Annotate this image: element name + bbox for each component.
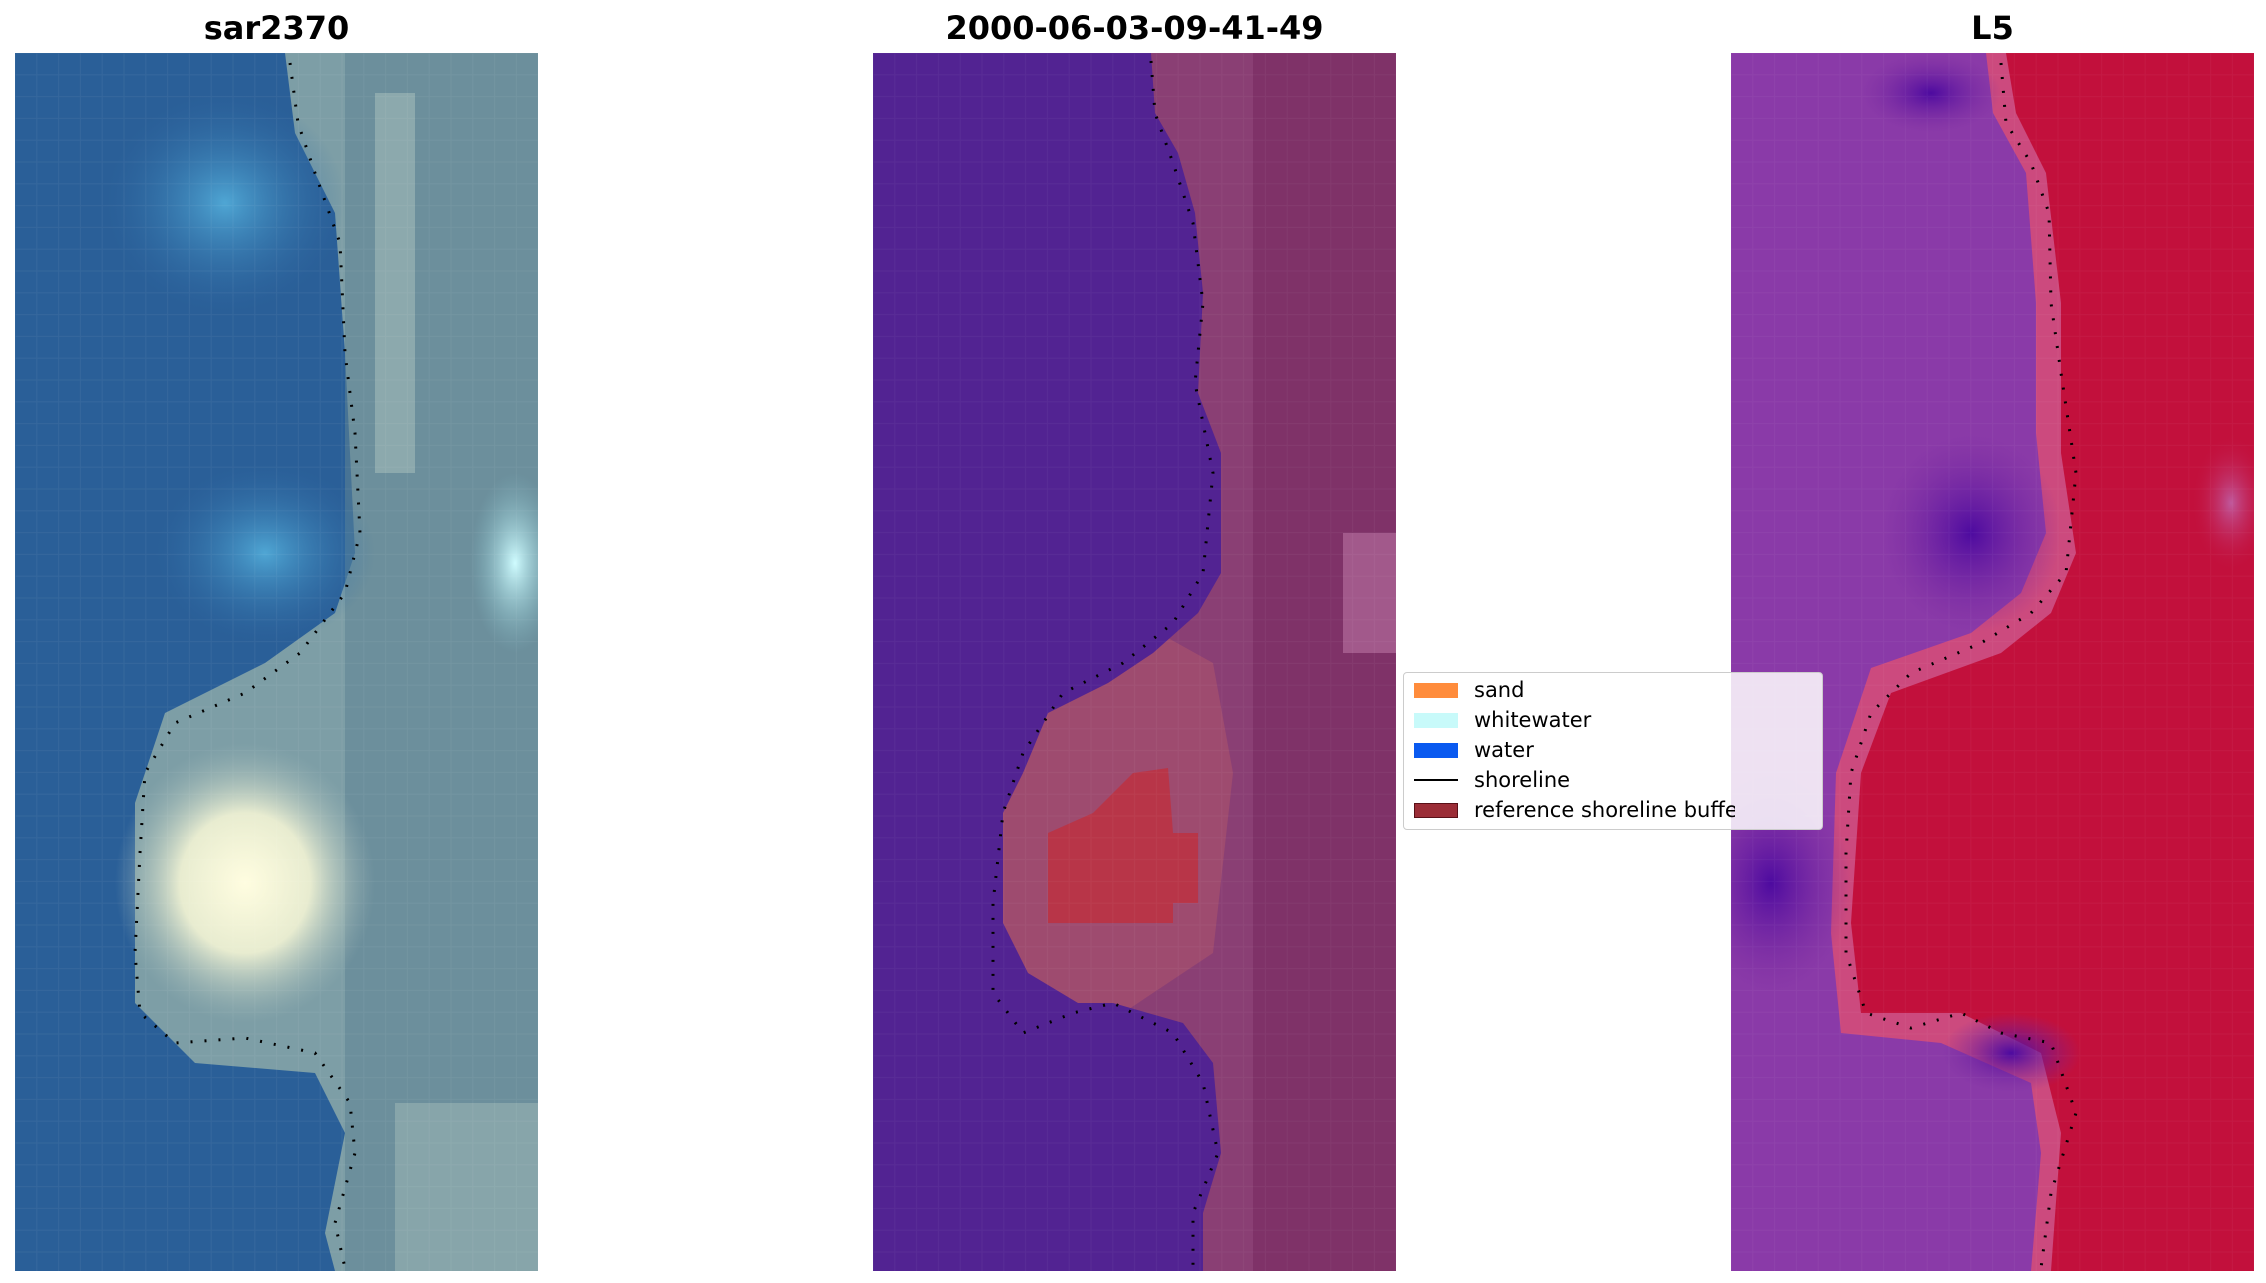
- legend-label-shoreline: shoreline: [1474, 768, 1571, 792]
- panel-title-l5: L5: [1971, 9, 2014, 47]
- legend-label-whitewater: whitewater: [1474, 708, 1592, 732]
- legend-item-reference-buffer: reference shoreline buffer: [1414, 797, 1735, 823]
- classified-image: [873, 53, 1396, 1271]
- legend-item-shoreline: shoreline: [1414, 767, 1570, 793]
- legend-swatch-water: [1414, 742, 1458, 758]
- legend-swatch-sand: [1414, 682, 1458, 698]
- index-image-panel: [1731, 53, 2254, 1271]
- rgb-image-panel: [15, 53, 538, 1271]
- legend-label-water: water: [1474, 738, 1534, 762]
- classified-image-panel: [873, 53, 1396, 1271]
- legend-item-water: water: [1414, 737, 1534, 763]
- index-image: [1731, 53, 2254, 1271]
- legend-line-shoreline: [1414, 779, 1458, 781]
- legend: sand whitewater water shoreline referenc…: [1403, 672, 1823, 830]
- panel-title-date: 2000-06-03-09-41-49: [945, 9, 1324, 47]
- legend-item-whitewater: whitewater: [1414, 707, 1591, 733]
- panel-title-sar2370: sar2370: [203, 9, 350, 47]
- legend-label-reference-buffer: reference shoreline buffer: [1474, 798, 1735, 822]
- legend-clip: sand whitewater water shoreline referenc…: [1404, 673, 1735, 831]
- legend-swatch-reference-buffer: [1414, 802, 1458, 818]
- legend-label-sand: sand: [1474, 678, 1525, 702]
- rgb-image: [15, 53, 538, 1271]
- legend-item-sand: sand: [1414, 677, 1524, 703]
- legend-swatch-whitewater: [1414, 712, 1458, 728]
